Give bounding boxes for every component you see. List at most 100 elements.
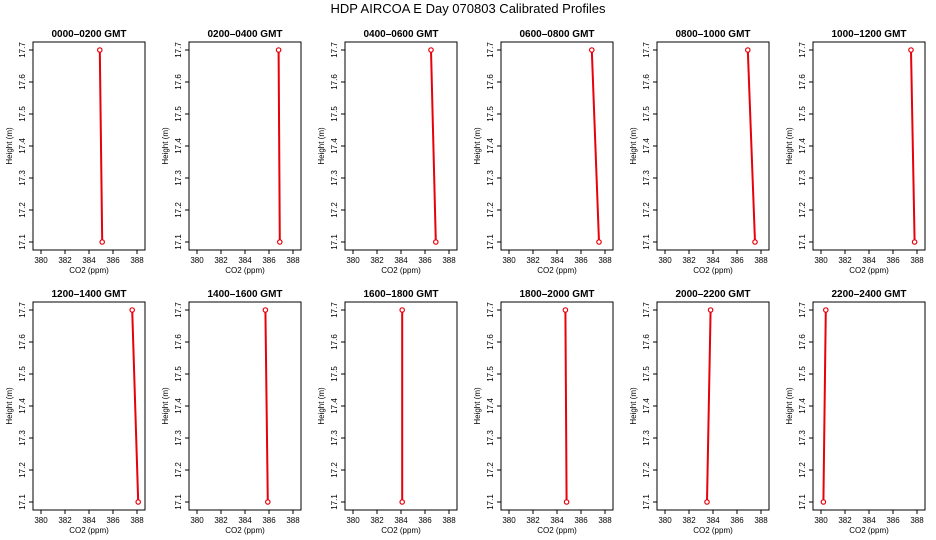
y-tick-label: 17.7 (330, 302, 339, 318)
profile-line (706, 309, 712, 503)
y-tick-label: 17.3 (486, 430, 495, 446)
x-tick-label: 384 (706, 516, 720, 525)
panel-8: 1400–1600 GMT 380 382 384 386 388 CO2 (ppm) 17.… (161, 289, 302, 535)
data-point (129, 307, 136, 313)
x-tick-label: 384 (550, 256, 564, 265)
x-tick-label: 386 (262, 256, 276, 265)
y-tick-label: 17.7 (18, 302, 27, 318)
x-tick-label: 388 (754, 516, 768, 525)
y-tick-label: 17.1 (798, 234, 807, 250)
profile-line (590, 49, 600, 243)
x-tick-label: 388 (910, 256, 924, 265)
data-point (262, 307, 269, 313)
y-tick-label: 17.6 (174, 334, 183, 350)
y-tick-label: 17.1 (642, 234, 651, 250)
y-tick-label: 17.4 (642, 138, 651, 154)
y-tick-label: 17.7 (174, 302, 183, 318)
y-tick-label: 17.2 (330, 202, 339, 218)
x-tick-label: 382 (838, 516, 852, 525)
panel-5: 0800–1000 GMT 380 382 384 386 388 CO2 (ppm) 17.… (629, 29, 770, 275)
x-tick-label: 386 (574, 256, 588, 265)
panel-title: 1200–1400 GMT (51, 289, 126, 300)
data-point (399, 307, 406, 313)
data-point (275, 47, 282, 53)
x-tick-label: 384 (862, 516, 876, 525)
x-tick-label: 382 (370, 516, 384, 525)
panel-title: 1000–1200 GMT (831, 29, 906, 40)
x-tick-label: 382 (526, 516, 540, 525)
x-axis-label: CO2 (ppm) (537, 526, 577, 535)
y-tick-label: 17.1 (18, 494, 27, 510)
data-point (432, 239, 439, 245)
y-tick-label: 17.6 (486, 74, 495, 90)
plot-frame (812, 301, 926, 511)
data-point (97, 47, 103, 53)
x-tick-label: 380 (658, 256, 672, 265)
y-tick-label: 17.7 (486, 42, 495, 58)
y-tick-label: 17.6 (330, 74, 339, 90)
y-tick-label: 17.7 (330, 42, 339, 58)
x-tick-label: 382 (370, 256, 384, 265)
panel-7: 1200–1400 GMT 380 382 384 386 388 CO2 (ppm) 17.… (5, 289, 146, 535)
panel-title: 2200–2400 GMT (831, 289, 906, 300)
profile-line (98, 49, 104, 243)
x-tick-label: 380 (190, 516, 204, 525)
y-tick-label: 17.5 (174, 366, 183, 382)
x-tick-label: 386 (886, 256, 900, 265)
y-tick-label: 17.7 (798, 42, 807, 58)
y-tick-label: 17.2 (798, 202, 807, 218)
x-tick-label: 384 (394, 516, 408, 525)
x-axis-label: CO2 (ppm) (849, 526, 889, 535)
y-tick-label: 17.1 (330, 494, 339, 510)
x-axis-label: CO2 (ppm) (849, 266, 889, 275)
data-point (264, 499, 271, 505)
y-tick-label: 17.4 (486, 138, 495, 154)
y-tick-label: 17.2 (642, 202, 651, 218)
x-tick-label: 380 (814, 256, 828, 265)
data-point (908, 47, 914, 53)
y-axis-label: Height (m) (317, 127, 326, 165)
y-tick-label: 17.6 (798, 334, 807, 350)
panel-title: 0400–0600 GMT (363, 29, 438, 40)
data-point (704, 499, 710, 505)
y-tick-label: 17.3 (18, 170, 27, 186)
x-tick-label: 380 (346, 516, 360, 525)
plot-frame (32, 41, 146, 251)
profile-line (910, 49, 916, 243)
plot-frame (188, 301, 302, 511)
y-tick-label: 17.3 (330, 170, 339, 186)
y-tick-label: 17.4 (798, 398, 807, 414)
x-axis-label: CO2 (ppm) (225, 526, 265, 535)
panel-title: 1600–1800 GMT (363, 289, 438, 300)
y-tick-label: 17.2 (486, 462, 495, 478)
y-tick-label: 17.6 (486, 334, 495, 350)
y-tick-label: 17.3 (18, 430, 27, 446)
y-tick-label: 17.3 (798, 430, 807, 446)
panel-4: 0600–0800 GMT 380 382 384 386 388 CO2 (ppm) 17.… (473, 29, 614, 275)
y-axis-label: Height (m) (785, 127, 794, 165)
x-tick-label: 384 (862, 256, 876, 265)
y-tick-label: 17.4 (798, 138, 807, 154)
y-tick-label: 17.5 (486, 106, 495, 122)
y-tick-label: 17.1 (798, 494, 807, 510)
data-point (820, 499, 827, 505)
y-tick-label: 17.5 (486, 366, 495, 382)
data-point (276, 239, 283, 245)
y-tick-label: 17.1 (486, 494, 495, 510)
x-tick-label: 384 (550, 516, 564, 525)
y-tick-label: 17.5 (330, 366, 339, 382)
x-axis-label: CO2 (ppm) (693, 526, 733, 535)
y-tick-label: 17.3 (330, 430, 339, 446)
x-tick-label: 388 (754, 256, 768, 265)
panel-title: 2000–2200 GMT (675, 289, 750, 300)
x-tick-label: 386 (574, 516, 588, 525)
y-tick-label: 17.4 (174, 138, 183, 154)
x-tick-label: 386 (106, 516, 120, 525)
y-axis-label: Height (m) (161, 127, 170, 165)
y-tick-label: 17.4 (330, 398, 339, 414)
y-tick-label: 17.5 (330, 106, 339, 122)
x-tick-label: 388 (598, 256, 612, 265)
y-axis-label: Height (m) (317, 387, 326, 425)
